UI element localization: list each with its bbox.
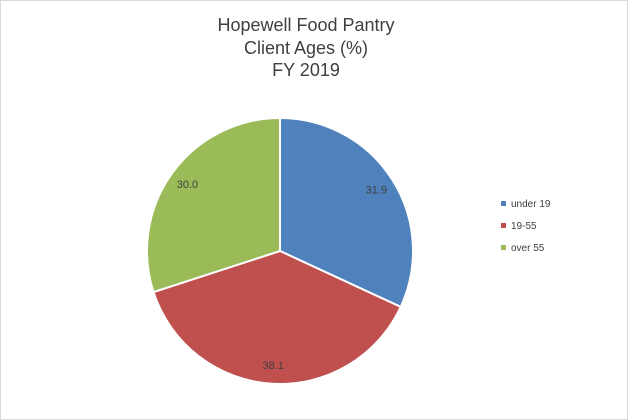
pie-slice-19-55 bbox=[152, 249, 403, 385]
chart-title-line-1: Hopewell Food Pantry bbox=[217, 15, 394, 35]
legend: under 19 19-55 over 55 bbox=[501, 199, 551, 254]
legend-item-over-55: over 55 bbox=[501, 243, 545, 254]
chart-title-line-3: FY 2019 bbox=[272, 60, 340, 80]
legend-swatch bbox=[501, 245, 506, 250]
chart-title-line-2: Client Ages (%) bbox=[244, 38, 368, 58]
legend-swatch bbox=[501, 201, 506, 206]
pie-slice-under-19 bbox=[279, 116, 414, 309]
chart-title: Hopewell Food Pantry Client Ages (%) FY … bbox=[217, 15, 394, 80]
legend-label: over 55 bbox=[511, 243, 545, 254]
legend-label: under 19 bbox=[511, 199, 551, 210]
data-label-19-55: 38.1 bbox=[262, 360, 283, 372]
legend-label: 19-55 bbox=[511, 221, 537, 232]
legend-item-19-55: 19-55 bbox=[501, 221, 537, 232]
data-labels: 31.9 38.1 30.0 bbox=[177, 179, 387, 372]
pie-slice-over-55 bbox=[146, 116, 281, 294]
data-label-under-19: 31.9 bbox=[366, 184, 387, 196]
legend-swatch bbox=[501, 223, 506, 228]
legend-item-under-19: under 19 bbox=[501, 199, 551, 210]
pie-slices bbox=[146, 116, 414, 385]
data-label-over-55: 30.0 bbox=[177, 179, 198, 191]
